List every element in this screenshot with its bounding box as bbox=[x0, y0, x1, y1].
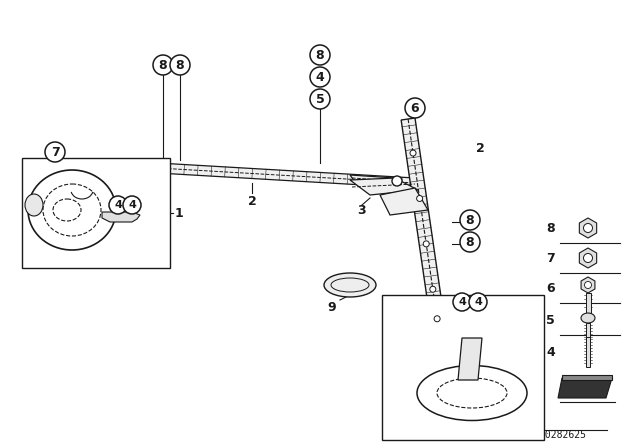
Text: 7: 7 bbox=[51, 146, 60, 159]
Circle shape bbox=[123, 196, 141, 214]
Circle shape bbox=[584, 281, 591, 289]
Text: 6: 6 bbox=[547, 281, 555, 294]
Text: 2: 2 bbox=[248, 195, 257, 208]
Text: 4: 4 bbox=[474, 297, 482, 307]
Polygon shape bbox=[579, 248, 596, 268]
Ellipse shape bbox=[25, 194, 43, 216]
Bar bbox=[22, 158, 170, 268]
Text: 7: 7 bbox=[547, 251, 555, 264]
Polygon shape bbox=[562, 375, 612, 380]
Circle shape bbox=[460, 210, 480, 230]
Circle shape bbox=[392, 176, 402, 186]
Circle shape bbox=[109, 196, 127, 214]
Text: 9: 9 bbox=[328, 301, 336, 314]
Ellipse shape bbox=[581, 313, 595, 323]
Text: 5: 5 bbox=[547, 314, 555, 327]
Text: 8: 8 bbox=[176, 59, 184, 72]
Polygon shape bbox=[350, 178, 418, 195]
Circle shape bbox=[310, 67, 330, 87]
Polygon shape bbox=[581, 277, 595, 293]
Polygon shape bbox=[157, 163, 415, 188]
Circle shape bbox=[310, 45, 330, 65]
Text: 00282625: 00282625 bbox=[540, 430, 586, 440]
Text: 4: 4 bbox=[128, 200, 136, 210]
Text: 8: 8 bbox=[466, 236, 474, 249]
Circle shape bbox=[469, 293, 487, 311]
Text: 4: 4 bbox=[458, 297, 466, 307]
Circle shape bbox=[45, 142, 65, 162]
Circle shape bbox=[584, 254, 593, 263]
Text: 4: 4 bbox=[316, 70, 324, 83]
Circle shape bbox=[584, 224, 593, 233]
Text: 8: 8 bbox=[159, 59, 167, 72]
Circle shape bbox=[310, 89, 330, 109]
Text: 2: 2 bbox=[476, 142, 484, 155]
Polygon shape bbox=[401, 118, 448, 347]
Circle shape bbox=[417, 195, 422, 202]
Text: 1: 1 bbox=[175, 207, 184, 220]
Text: 8: 8 bbox=[316, 48, 324, 61]
Circle shape bbox=[170, 55, 190, 75]
Polygon shape bbox=[579, 218, 596, 238]
Text: 4: 4 bbox=[547, 345, 555, 358]
Circle shape bbox=[453, 293, 471, 311]
Text: 5: 5 bbox=[316, 92, 324, 105]
Text: 4: 4 bbox=[114, 200, 122, 210]
Bar bbox=[586, 293, 591, 313]
Text: 1: 1 bbox=[388, 392, 397, 405]
Circle shape bbox=[423, 241, 429, 247]
Polygon shape bbox=[380, 188, 428, 215]
Text: 3: 3 bbox=[358, 203, 366, 216]
Text: 8: 8 bbox=[547, 221, 555, 234]
Bar bbox=[586, 337, 590, 367]
Circle shape bbox=[153, 55, 173, 75]
Bar bbox=[586, 323, 590, 341]
Circle shape bbox=[410, 150, 416, 156]
Circle shape bbox=[434, 316, 440, 322]
Polygon shape bbox=[102, 212, 140, 222]
Ellipse shape bbox=[324, 273, 376, 297]
Text: 8: 8 bbox=[466, 214, 474, 227]
Text: 6: 6 bbox=[411, 102, 419, 115]
Circle shape bbox=[460, 232, 480, 252]
Circle shape bbox=[405, 98, 425, 118]
Polygon shape bbox=[458, 338, 482, 380]
Circle shape bbox=[430, 286, 436, 292]
Polygon shape bbox=[558, 378, 612, 398]
Bar bbox=[382, 295, 544, 440]
Polygon shape bbox=[350, 175, 400, 185]
